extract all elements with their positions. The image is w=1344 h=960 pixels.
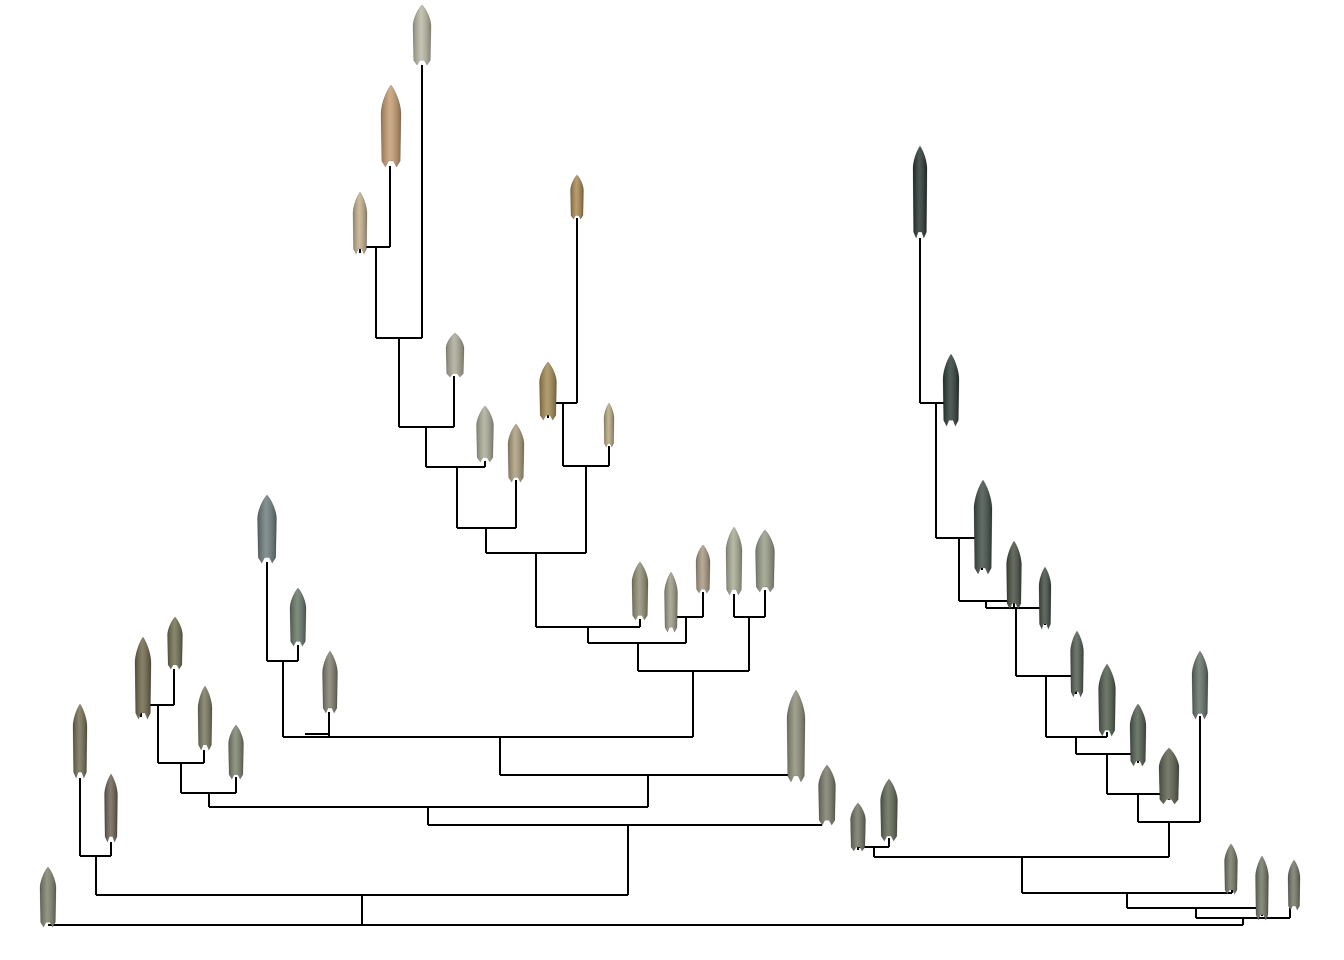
projectile-point-image	[507, 423, 525, 483]
tree-branches	[48, 65, 1291, 926]
projectile-point-image	[1098, 663, 1116, 737]
projectile-point-image	[755, 529, 775, 593]
projectile-point-image	[412, 4, 432, 66]
projectile-point-image	[631, 561, 649, 621]
projectile-point-image	[134, 636, 152, 720]
projectile-point-image	[257, 494, 277, 564]
projectile-point-image	[1255, 855, 1269, 921]
projectile-point-image	[664, 571, 678, 633]
projectile-point-image	[445, 332, 465, 378]
projectile-point-image	[1158, 747, 1180, 805]
projectile-point-image	[695, 544, 711, 594]
projectile-point-image	[1224, 843, 1238, 895]
projectile-point-image	[39, 866, 57, 928]
projectile-point-image	[973, 479, 993, 575]
projectile-point-image	[912, 145, 928, 239]
projectile-point-image	[570, 174, 584, 220]
projectile-point-image	[725, 526, 743, 596]
projectile-point-image	[1038, 566, 1052, 630]
projectile-point-image	[786, 689, 806, 783]
projectile-point-image	[818, 764, 836, 826]
tree-leaves	[39, 4, 1301, 928]
projectile-point-image	[880, 778, 898, 842]
projectile-point-image	[72, 703, 88, 779]
projectile-point-image	[1070, 630, 1084, 698]
projectile-point-image	[380, 84, 402, 168]
projectile-point-image	[1129, 703, 1147, 767]
projectile-point-image	[1006, 540, 1022, 610]
projectile-point-image	[476, 405, 494, 463]
projectile-point-image	[942, 353, 960, 427]
projectile-point-image	[352, 191, 368, 255]
projectile-point-image	[1287, 859, 1301, 911]
projectile-point-image	[228, 724, 244, 780]
projectile-point-image	[167, 616, 183, 670]
projectile-point-image	[322, 650, 338, 714]
projectile-point-image	[1191, 650, 1209, 720]
projectile-point-image	[603, 402, 615, 448]
projectile-point-image	[104, 773, 118, 843]
projectile-point-image	[850, 802, 866, 852]
projectile-point-image	[289, 587, 307, 647]
projectile-point-image	[197, 685, 213, 751]
projectile-point-image	[539, 361, 557, 421]
